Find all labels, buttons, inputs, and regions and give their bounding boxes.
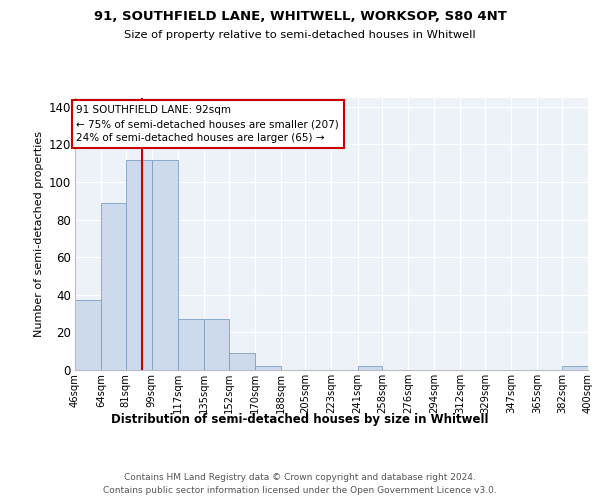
Bar <box>152 160 178 370</box>
Bar <box>204 320 229 370</box>
Text: Distribution of semi-detached houses by size in Whitwell: Distribution of semi-detached houses by … <box>111 412 489 426</box>
Text: Contains public sector information licensed under the Open Government Licence v3: Contains public sector information licen… <box>103 486 497 495</box>
Bar <box>101 202 126 370</box>
Bar <box>562 366 588 370</box>
Bar <box>254 366 281 370</box>
Bar <box>126 160 152 370</box>
Text: 91, SOUTHFIELD LANE, WHITWELL, WORKSOP, S80 4NT: 91, SOUTHFIELD LANE, WHITWELL, WORKSOP, … <box>94 10 506 23</box>
Y-axis label: Number of semi-detached properties: Number of semi-detached properties <box>34 130 44 337</box>
Bar <box>229 353 254 370</box>
Bar <box>75 300 101 370</box>
Bar <box>358 366 382 370</box>
Bar <box>178 320 204 370</box>
Text: Contains HM Land Registry data © Crown copyright and database right 2024.: Contains HM Land Registry data © Crown c… <box>124 472 476 482</box>
Text: Size of property relative to semi-detached houses in Whitwell: Size of property relative to semi-detach… <box>124 30 476 40</box>
Text: 91 SOUTHFIELD LANE: 92sqm
← 75% of semi-detached houses are smaller (207)
24% of: 91 SOUTHFIELD LANE: 92sqm ← 75% of semi-… <box>76 105 339 143</box>
